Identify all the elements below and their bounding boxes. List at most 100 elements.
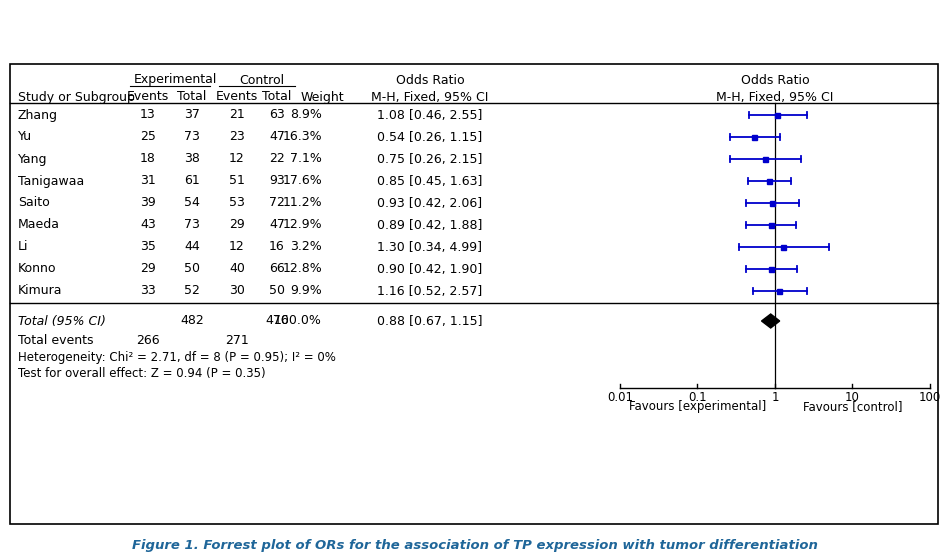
Text: 1.08 [0.46, 2.55]: 1.08 [0.46, 2.55] bbox=[378, 108, 483, 121]
Bar bbox=[769, 267, 774, 272]
Text: 1.16 [0.52, 2.57]: 1.16 [0.52, 2.57] bbox=[378, 285, 483, 297]
Polygon shape bbox=[761, 314, 780, 328]
Text: 0.90 [0.42, 1.90]: 0.90 [0.42, 1.90] bbox=[378, 263, 483, 276]
Bar bbox=[752, 135, 756, 140]
Bar bbox=[763, 157, 768, 162]
Text: Konno: Konno bbox=[18, 263, 57, 276]
Text: 12: 12 bbox=[229, 153, 245, 165]
Text: Heterogeneity: Chi² = 2.71, df = 8 (P = 0.95); I² = 0%: Heterogeneity: Chi² = 2.71, df = 8 (P = … bbox=[18, 352, 336, 364]
Text: 0.75 [0.26, 2.15]: 0.75 [0.26, 2.15] bbox=[378, 153, 483, 165]
Text: Events: Events bbox=[215, 91, 258, 103]
Text: 271: 271 bbox=[225, 334, 249, 348]
Text: Total: Total bbox=[262, 91, 291, 103]
Text: 10: 10 bbox=[845, 391, 860, 404]
Text: 29: 29 bbox=[140, 263, 156, 276]
Text: 100.0%: 100.0% bbox=[274, 315, 322, 328]
Text: 30: 30 bbox=[229, 285, 245, 297]
Text: 44: 44 bbox=[184, 240, 200, 253]
Text: 51: 51 bbox=[229, 174, 245, 187]
Text: 50: 50 bbox=[269, 285, 285, 297]
Text: 476: 476 bbox=[265, 315, 288, 328]
Text: Yang: Yang bbox=[18, 153, 47, 165]
Bar bbox=[777, 288, 783, 293]
Text: 3.2%: 3.2% bbox=[290, 240, 322, 253]
Text: 0.1: 0.1 bbox=[688, 391, 707, 404]
Text: 21: 21 bbox=[229, 108, 245, 121]
Text: 12.9%: 12.9% bbox=[283, 219, 322, 231]
Text: Saito: Saito bbox=[18, 197, 49, 210]
Text: 16: 16 bbox=[270, 240, 285, 253]
Text: 22: 22 bbox=[270, 153, 285, 165]
Text: 7.1%: 7.1% bbox=[290, 153, 322, 165]
Bar bbox=[10, 64, 938, 524]
Text: M-H, Fixed, 95% CI: M-H, Fixed, 95% CI bbox=[371, 91, 489, 103]
Text: 93: 93 bbox=[270, 174, 285, 187]
Text: Total: Total bbox=[177, 91, 207, 103]
Bar bbox=[770, 201, 775, 206]
Text: 25: 25 bbox=[140, 130, 156, 144]
Text: Li: Li bbox=[18, 240, 28, 253]
Text: 1.30 [0.34, 4.99]: 1.30 [0.34, 4.99] bbox=[378, 240, 482, 253]
Text: 12: 12 bbox=[229, 240, 245, 253]
Text: Kimura: Kimura bbox=[18, 285, 63, 297]
Text: Favours [experimental]: Favours [experimental] bbox=[629, 400, 766, 413]
Text: 39: 39 bbox=[140, 197, 156, 210]
Text: 0.01: 0.01 bbox=[607, 391, 633, 404]
Text: 31: 31 bbox=[140, 174, 156, 187]
Text: 52: 52 bbox=[184, 285, 200, 297]
Text: 23: 23 bbox=[229, 130, 245, 144]
Text: Weight: Weight bbox=[300, 91, 344, 103]
Text: Odds Ratio: Odds Ratio bbox=[740, 73, 809, 87]
Text: 0.89 [0.42, 1.88]: 0.89 [0.42, 1.88] bbox=[378, 219, 483, 231]
Text: 29: 29 bbox=[229, 219, 245, 231]
Bar bbox=[781, 244, 787, 249]
Text: Figure 1. Forrest plot of ORs for the association of TP expression with tumor di: Figure 1. Forrest plot of ORs for the as… bbox=[132, 538, 817, 552]
Text: Control: Control bbox=[239, 73, 285, 87]
Text: 482: 482 bbox=[180, 315, 204, 328]
Text: 0.88 [0.67, 1.15]: 0.88 [0.67, 1.15] bbox=[378, 315, 483, 328]
Text: 12.8%: 12.8% bbox=[282, 263, 322, 276]
Text: Zhang: Zhang bbox=[18, 108, 58, 121]
Text: Maeda: Maeda bbox=[18, 219, 60, 231]
Text: 18: 18 bbox=[140, 153, 156, 165]
Text: 50: 50 bbox=[184, 263, 200, 276]
Text: 63: 63 bbox=[270, 108, 285, 121]
Text: 0.93 [0.42, 2.06]: 0.93 [0.42, 2.06] bbox=[378, 197, 482, 210]
Bar bbox=[769, 222, 773, 228]
Text: 40: 40 bbox=[229, 263, 245, 276]
Text: Test for overall effect: Z = 0.94 (P = 0.35): Test for overall effect: Z = 0.94 (P = 0… bbox=[18, 367, 266, 381]
Text: 13: 13 bbox=[140, 108, 156, 121]
Text: Total (95% CI): Total (95% CI) bbox=[18, 315, 106, 328]
Text: 54: 54 bbox=[184, 197, 200, 210]
Text: Yu: Yu bbox=[18, 130, 32, 144]
Text: 47: 47 bbox=[270, 219, 285, 231]
Text: Total events: Total events bbox=[18, 334, 94, 348]
Bar bbox=[767, 178, 772, 183]
Text: 17.6%: 17.6% bbox=[282, 174, 322, 187]
Text: 37: 37 bbox=[184, 108, 200, 121]
Text: 53: 53 bbox=[229, 197, 245, 210]
Text: 33: 33 bbox=[140, 285, 156, 297]
Text: Odds Ratio: Odds Ratio bbox=[396, 73, 464, 87]
Bar bbox=[775, 112, 780, 117]
Text: 72: 72 bbox=[270, 197, 285, 210]
Text: Events: Events bbox=[127, 91, 169, 103]
Text: 0.85 [0.45, 1.63]: 0.85 [0.45, 1.63] bbox=[378, 174, 483, 187]
Text: 66: 66 bbox=[270, 263, 285, 276]
Text: Study or Subgroup: Study or Subgroup bbox=[18, 91, 135, 103]
Text: M-H, Fixed, 95% CI: M-H, Fixed, 95% CI bbox=[716, 91, 833, 103]
Text: 8.9%: 8.9% bbox=[290, 108, 322, 121]
Text: 47: 47 bbox=[270, 130, 285, 144]
Text: Tanigawaa: Tanigawaa bbox=[18, 174, 84, 187]
Text: 73: 73 bbox=[184, 130, 200, 144]
Text: 61: 61 bbox=[184, 174, 200, 187]
Text: 9.9%: 9.9% bbox=[290, 285, 322, 297]
Text: 43: 43 bbox=[140, 219, 156, 231]
Text: 16.3%: 16.3% bbox=[283, 130, 322, 144]
Text: Experimental: Experimental bbox=[133, 73, 216, 87]
Text: 1: 1 bbox=[772, 391, 779, 404]
Text: 0.54 [0.26, 1.15]: 0.54 [0.26, 1.15] bbox=[378, 130, 483, 144]
Text: 266: 266 bbox=[137, 334, 159, 348]
Text: 11.2%: 11.2% bbox=[283, 197, 322, 210]
Text: 38: 38 bbox=[184, 153, 200, 165]
